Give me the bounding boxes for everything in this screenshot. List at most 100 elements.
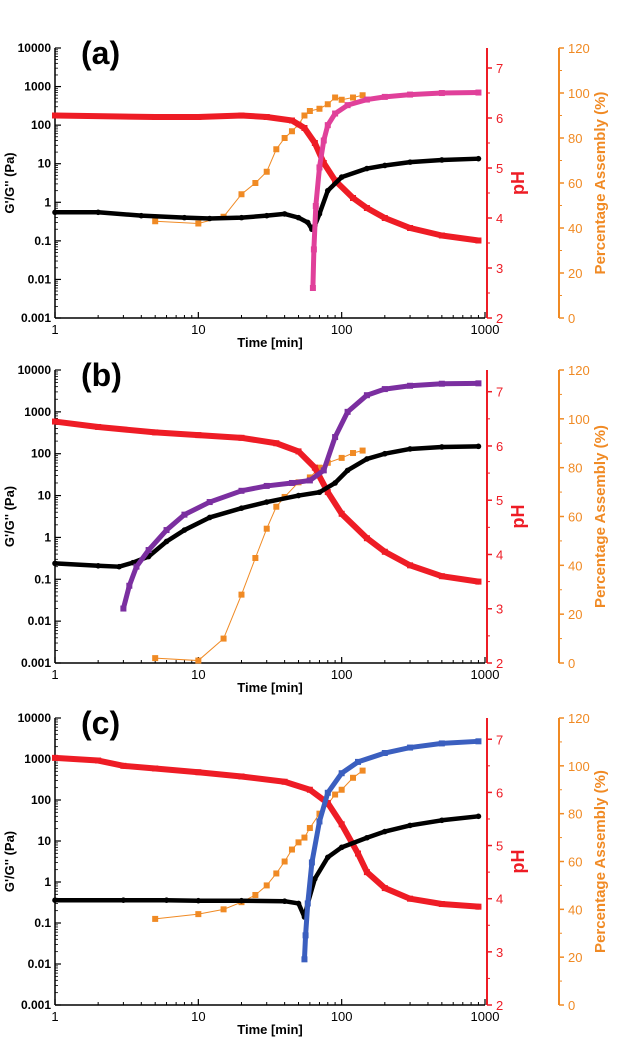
ph-tick-label: 3 <box>496 602 503 617</box>
panel-label: (b) <box>81 357 122 393</box>
ph-point <box>52 418 58 425</box>
ph-axis-label: pH <box>508 850 528 874</box>
assembly-point <box>152 218 159 225</box>
left-tick-label: 1 <box>44 875 51 889</box>
purple-point <box>344 408 351 415</box>
ph-point <box>301 125 308 131</box>
x-tick-label: 10 <box>191 1009 205 1024</box>
purple-point <box>381 386 388 393</box>
g2prime-point <box>295 492 302 499</box>
g2prime-point <box>281 211 288 217</box>
x-axis-label: Time [min] <box>237 680 303 695</box>
left-tick-label: 100 <box>31 118 51 132</box>
assembly-point <box>350 774 357 781</box>
assembly-tick-label: 80 <box>568 461 582 476</box>
assembly-point <box>350 450 357 457</box>
g2prime-point <box>324 854 331 861</box>
purple-point <box>306 477 313 484</box>
g2prime-point <box>382 450 388 457</box>
g2prime-point <box>475 443 482 450</box>
purple-point <box>133 563 140 570</box>
g2prime-point <box>338 844 345 851</box>
g2prime-trail <box>52 444 481 569</box>
left-tick-label: 1000 <box>24 405 51 419</box>
left-axis-label: G'/G'' (Pa) <box>2 831 17 892</box>
ph-point <box>195 114 202 120</box>
ph-point <box>350 195 357 201</box>
g2prime-point <box>95 209 101 216</box>
left-tick-label: 0.01 <box>28 272 52 286</box>
assembly-tick-label: 80 <box>568 131 582 146</box>
panel-label: (c) <box>81 705 120 741</box>
purple-point <box>407 382 414 389</box>
ph-point <box>120 762 127 769</box>
assembly-tick-label: 100 <box>568 412 590 427</box>
purple-point <box>263 482 270 489</box>
ph-point <box>311 464 318 471</box>
assembly-tick-label: 60 <box>568 855 582 870</box>
assembly-point <box>306 108 313 114</box>
ph-point <box>95 423 102 430</box>
ph-trail <box>52 754 482 910</box>
blue-point <box>381 750 388 757</box>
assembly-point <box>338 454 345 461</box>
g2prime-point <box>206 215 213 222</box>
left-tick-label: 10 <box>38 834 52 848</box>
purple-point <box>475 380 482 387</box>
g2prime-point <box>312 875 318 882</box>
left-tick-label: 0.1 <box>34 572 51 586</box>
g2prime-point <box>238 214 245 221</box>
g2prime-point <box>407 159 413 165</box>
blue-point <box>301 956 308 963</box>
assembly-line <box>155 770 363 920</box>
assembly-tick-label: 0 <box>568 656 575 671</box>
ph-tick-label: 4 <box>496 547 503 562</box>
g2prime-point <box>163 897 170 903</box>
g2prime-point <box>263 499 270 505</box>
g2prime-point <box>338 174 345 180</box>
assembly-tick-label: 120 <box>568 711 590 726</box>
assembly-point <box>288 846 295 853</box>
g2prime-point <box>116 563 122 570</box>
assembly-point <box>273 146 280 153</box>
ph-point <box>381 885 388 892</box>
g2prime-point <box>439 817 445 824</box>
g2prime-point <box>295 214 302 221</box>
gprime-point <box>363 96 370 103</box>
gprime-point <box>332 110 339 117</box>
ph-point <box>195 432 202 439</box>
ph-point <box>363 205 370 211</box>
assembly-point <box>273 503 280 510</box>
ph-tick-label: 4 <box>496 892 503 907</box>
ph-point <box>438 901 445 908</box>
assembly-point <box>195 657 202 664</box>
gprime-point <box>310 246 317 253</box>
ph-point <box>152 429 159 436</box>
purple-point <box>163 527 170 534</box>
left-tick-label: 10000 <box>18 711 52 725</box>
series-ph <box>52 112 482 244</box>
ph-point <box>152 114 159 120</box>
g2prime-point <box>52 209 58 216</box>
left-tick-label: 10 <box>38 157 52 171</box>
g2prime-point <box>206 514 213 521</box>
ph-point <box>407 895 414 902</box>
assembly-point <box>281 135 288 141</box>
ph-tick-label: 7 <box>496 732 503 747</box>
ph-point <box>295 448 302 455</box>
left-tick-label: 0.1 <box>34 234 51 248</box>
g2prime-point <box>316 211 323 217</box>
left-tick-label: 100 <box>31 447 51 461</box>
left-tick-label: 10000 <box>18 363 52 377</box>
assembly-point <box>338 786 345 793</box>
assembly-tick-label: 0 <box>568 998 575 1013</box>
blue-point <box>338 770 345 777</box>
ph-point <box>475 237 482 244</box>
assembly-point <box>350 94 357 101</box>
purple-point <box>126 582 133 589</box>
blue-point <box>475 738 482 745</box>
assembly-tick-label: 60 <box>568 176 582 191</box>
ph-tick-label: 6 <box>496 111 503 126</box>
x-axis-label: Time [min] <box>237 335 303 350</box>
